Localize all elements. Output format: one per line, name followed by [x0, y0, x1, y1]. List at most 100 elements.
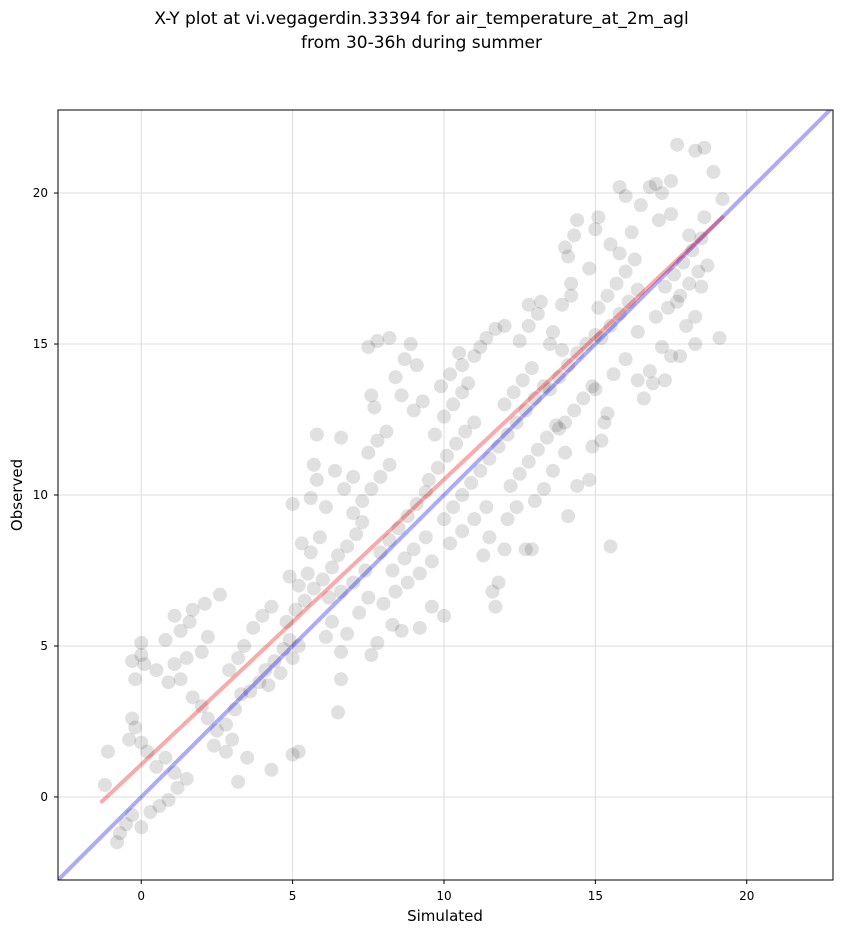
data-point — [394, 623, 409, 638]
data-point — [570, 346, 585, 361]
data-point — [134, 735, 149, 750]
data-point — [346, 575, 361, 590]
data-point — [261, 678, 276, 693]
data-point — [264, 599, 279, 614]
data-point — [488, 321, 503, 336]
data-point — [97, 777, 112, 792]
data-point — [427, 427, 442, 442]
data-point — [524, 361, 539, 376]
data-point — [161, 792, 176, 807]
data-point — [315, 572, 330, 587]
data-point — [657, 373, 672, 388]
data-point — [337, 481, 352, 496]
data-point — [579, 337, 594, 352]
data-point — [467, 415, 482, 430]
data-point — [346, 469, 361, 484]
data-point — [452, 346, 467, 361]
data-point — [657, 279, 672, 294]
data-point — [285, 747, 300, 762]
data-point — [149, 759, 164, 774]
data-point — [582, 472, 597, 487]
data-point — [334, 645, 349, 660]
fit-lines — [58, 110, 833, 880]
data-point — [167, 657, 182, 672]
data-point — [455, 524, 470, 539]
data-point — [688, 309, 703, 324]
data-point — [303, 545, 318, 560]
data-point — [385, 617, 400, 632]
data-point — [382, 457, 397, 472]
data-point — [564, 276, 579, 291]
data-point — [539, 430, 554, 445]
data-point — [355, 494, 370, 509]
data-point — [421, 472, 436, 487]
data-point — [334, 430, 349, 445]
data-point — [591, 210, 606, 225]
data-point — [403, 337, 418, 352]
data-point — [497, 542, 512, 557]
data-point — [443, 536, 458, 551]
data-point — [197, 596, 212, 611]
data-point — [364, 388, 379, 403]
data-point — [161, 675, 176, 690]
data-point — [276, 642, 291, 656]
data-point — [440, 448, 455, 463]
data-point — [654, 340, 669, 355]
data-point — [588, 327, 603, 342]
data-point — [654, 186, 669, 201]
data-point — [509, 415, 524, 430]
data-point — [334, 672, 349, 687]
data-point — [140, 744, 155, 759]
data-point — [527, 391, 542, 406]
data-point — [334, 584, 349, 599]
data-point — [128, 720, 143, 735]
data-point — [206, 738, 221, 753]
reference-line — [58, 110, 833, 880]
data-point — [548, 418, 563, 433]
grid — [58, 110, 833, 880]
data-point — [530, 442, 545, 457]
data-point — [706, 164, 721, 179]
data-point — [661, 300, 676, 315]
data-point — [361, 590, 376, 605]
data-point — [303, 491, 318, 506]
data-point — [119, 817, 134, 832]
data-point — [603, 539, 618, 554]
data-point — [128, 672, 143, 687]
data-point — [288, 602, 303, 617]
data-point — [167, 608, 182, 623]
data-point — [179, 651, 194, 666]
data-point — [321, 590, 336, 605]
data-point — [436, 512, 451, 527]
data-point — [182, 614, 197, 629]
data-point — [100, 744, 115, 759]
data-point — [391, 521, 406, 536]
data-point — [476, 548, 491, 563]
data-point — [349, 527, 364, 542]
data-point — [651, 213, 666, 228]
data-point — [582, 261, 597, 276]
data-point — [194, 645, 209, 660]
data-point — [412, 620, 427, 635]
data-point — [612, 246, 627, 261]
data-point — [570, 478, 585, 493]
data-point — [255, 608, 270, 623]
data-point — [558, 415, 573, 430]
data-point — [364, 648, 379, 663]
data-point — [340, 539, 355, 554]
data-point — [258, 663, 273, 678]
data-point — [443, 367, 458, 382]
data-point — [185, 602, 200, 617]
data-point — [324, 614, 339, 629]
data-point — [521, 318, 536, 333]
data-point — [712, 330, 727, 345]
data-point — [385, 563, 400, 578]
data-point — [179, 771, 194, 786]
data-point — [664, 173, 679, 188]
data-point — [382, 330, 397, 345]
data-point — [588, 222, 603, 237]
data-point — [306, 457, 321, 472]
regression-line — [99, 215, 725, 804]
data-point — [567, 403, 582, 418]
data-point — [482, 451, 497, 466]
